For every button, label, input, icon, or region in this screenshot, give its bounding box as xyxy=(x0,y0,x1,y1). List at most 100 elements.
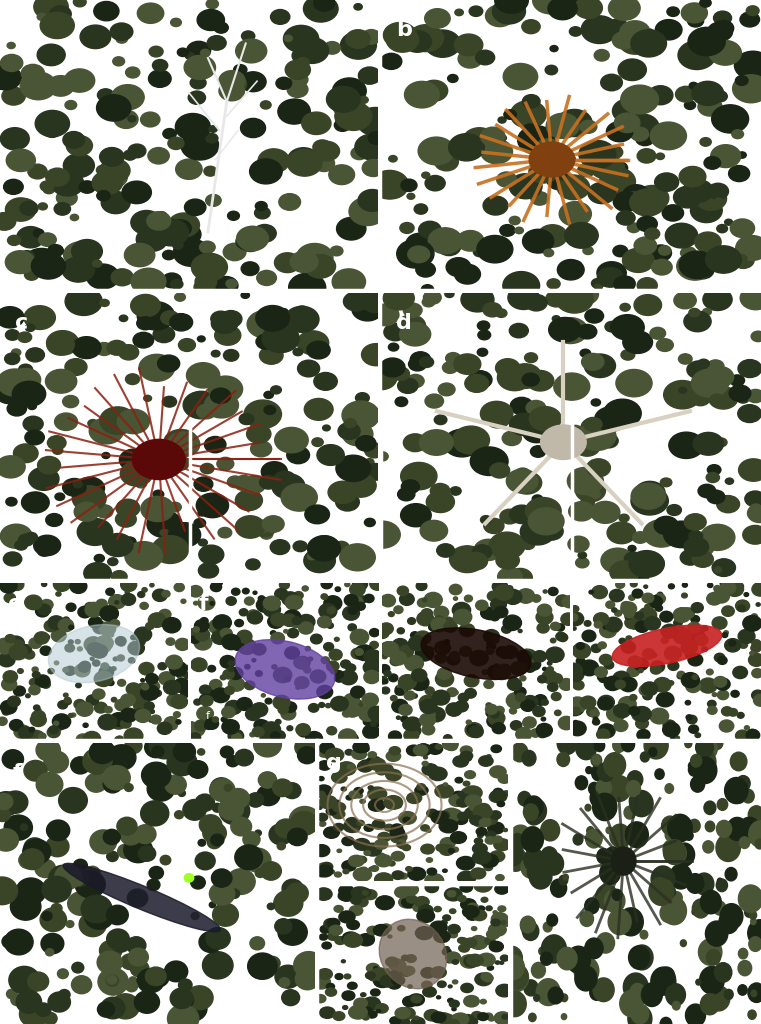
Circle shape xyxy=(460,752,473,761)
Circle shape xyxy=(100,299,110,306)
Circle shape xyxy=(135,479,147,487)
Circle shape xyxy=(263,596,280,610)
Circle shape xyxy=(147,451,170,468)
Circle shape xyxy=(708,583,713,588)
Circle shape xyxy=(64,697,71,702)
Circle shape xyxy=(679,387,686,393)
Circle shape xyxy=(464,595,473,602)
Circle shape xyxy=(349,606,358,614)
Circle shape xyxy=(590,155,622,179)
Circle shape xyxy=(38,203,47,210)
Circle shape xyxy=(510,505,534,523)
Circle shape xyxy=(228,476,243,487)
Circle shape xyxy=(755,839,761,849)
Circle shape xyxy=(620,303,630,311)
Circle shape xyxy=(415,631,431,644)
Circle shape xyxy=(11,976,19,983)
Circle shape xyxy=(197,404,216,419)
Circle shape xyxy=(492,915,509,928)
Circle shape xyxy=(72,713,75,717)
Circle shape xyxy=(211,583,221,592)
Circle shape xyxy=(141,685,159,700)
Circle shape xyxy=(298,622,314,634)
Circle shape xyxy=(63,617,69,623)
Circle shape xyxy=(384,796,403,809)
Circle shape xyxy=(489,532,525,559)
Circle shape xyxy=(355,648,363,655)
Circle shape xyxy=(37,772,63,797)
Circle shape xyxy=(58,700,68,709)
Circle shape xyxy=(5,198,36,221)
Circle shape xyxy=(0,792,20,816)
Circle shape xyxy=(295,656,310,669)
Circle shape xyxy=(352,752,358,757)
Circle shape xyxy=(622,737,635,752)
Circle shape xyxy=(716,834,740,861)
Circle shape xyxy=(691,603,703,612)
Circle shape xyxy=(476,827,487,836)
Circle shape xyxy=(559,717,575,730)
Circle shape xyxy=(353,741,369,753)
Circle shape xyxy=(489,1017,495,1021)
Circle shape xyxy=(227,868,255,894)
Circle shape xyxy=(405,708,410,712)
Circle shape xyxy=(285,820,295,829)
Circle shape xyxy=(361,30,380,44)
Circle shape xyxy=(628,546,636,552)
Circle shape xyxy=(625,614,631,620)
Circle shape xyxy=(359,96,368,103)
Circle shape xyxy=(270,540,290,555)
Circle shape xyxy=(169,220,191,237)
Circle shape xyxy=(83,749,112,774)
Circle shape xyxy=(348,624,356,631)
Circle shape xyxy=(388,979,401,989)
Circle shape xyxy=(543,668,546,671)
Circle shape xyxy=(364,824,374,831)
Circle shape xyxy=(282,99,309,120)
Circle shape xyxy=(107,744,136,770)
Circle shape xyxy=(383,649,390,655)
Circle shape xyxy=(464,552,488,570)
Circle shape xyxy=(475,973,492,986)
Circle shape xyxy=(662,897,686,925)
Circle shape xyxy=(385,969,390,972)
Circle shape xyxy=(184,873,194,882)
Circle shape xyxy=(371,712,383,721)
Circle shape xyxy=(196,852,215,869)
Circle shape xyxy=(174,583,184,592)
Circle shape xyxy=(400,222,414,233)
Circle shape xyxy=(240,609,248,615)
Circle shape xyxy=(131,268,166,295)
Circle shape xyxy=(673,1001,680,1010)
Circle shape xyxy=(671,735,679,741)
Circle shape xyxy=(370,641,378,648)
Circle shape xyxy=(390,1017,400,1024)
Circle shape xyxy=(46,331,78,355)
Circle shape xyxy=(682,593,687,598)
Circle shape xyxy=(693,757,717,783)
Circle shape xyxy=(279,581,289,589)
Circle shape xyxy=(49,865,78,891)
Circle shape xyxy=(170,280,183,289)
Circle shape xyxy=(349,198,386,225)
Circle shape xyxy=(738,359,761,378)
Circle shape xyxy=(457,812,468,820)
Circle shape xyxy=(365,443,384,458)
Circle shape xyxy=(304,668,310,673)
Circle shape xyxy=(350,583,365,596)
Circle shape xyxy=(460,938,467,943)
Circle shape xyxy=(706,669,713,675)
Circle shape xyxy=(2,678,17,690)
Circle shape xyxy=(317,685,333,698)
Circle shape xyxy=(371,715,385,726)
Circle shape xyxy=(628,223,640,232)
Circle shape xyxy=(342,886,347,890)
Circle shape xyxy=(274,471,296,487)
Circle shape xyxy=(419,905,433,915)
Circle shape xyxy=(613,738,626,753)
Circle shape xyxy=(174,721,178,725)
Circle shape xyxy=(695,232,721,252)
Circle shape xyxy=(575,437,600,456)
Circle shape xyxy=(264,391,273,398)
Circle shape xyxy=(511,721,522,730)
